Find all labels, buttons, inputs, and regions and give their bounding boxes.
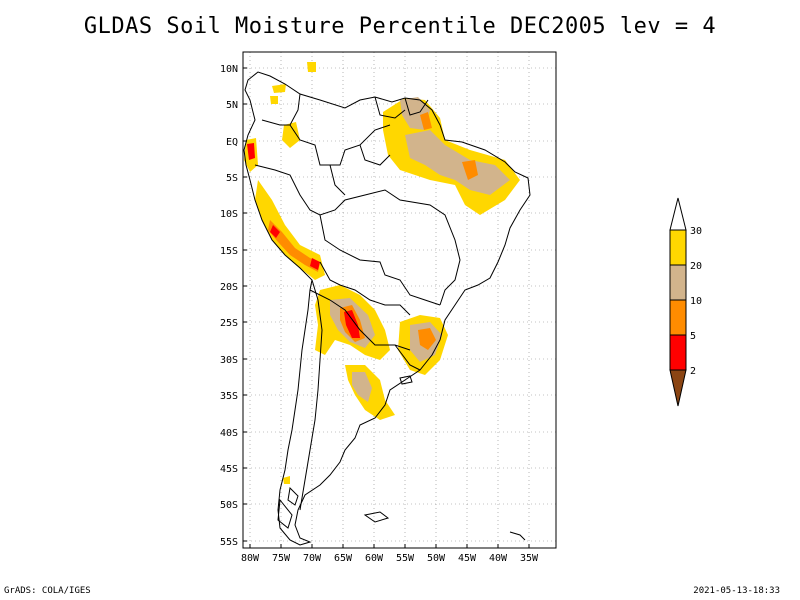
lat-label: 30S	[220, 355, 238, 366]
lat-label: 45S	[220, 464, 238, 475]
percentile-shading	[244, 62, 520, 484]
lat-label: 20S	[220, 282, 238, 293]
legend-arrow-top	[669, 197, 687, 231]
lon-label: 75W	[272, 553, 291, 564]
lon-label: 80W	[241, 553, 260, 564]
legend-label: 2	[690, 366, 696, 377]
lon-label: 45W	[458, 553, 477, 564]
legend-swatch-5-10	[669, 299, 687, 336]
map-title: GLDAS Soil Moisture Percentile DEC2005 l…	[83, 14, 717, 39]
legend-label: 10	[690, 296, 702, 307]
lon-label: 55W	[396, 553, 415, 564]
legend-arrow-bottom	[669, 369, 687, 407]
legend-label: 30	[690, 226, 702, 237]
legend-label: 5	[690, 331, 696, 342]
lat-label: 25S	[220, 318, 238, 329]
legend-swatch-2-5	[669, 334, 687, 371]
lat-label: 10N	[220, 64, 238, 75]
lat-label: 40S	[220, 428, 238, 439]
lon-label: 70W	[303, 553, 322, 564]
latitude-axis: 10N 5N EQ 5S 10S 15S 20S 25S 30S 35S 40S…	[220, 64, 247, 548]
lat-label: 5N	[226, 100, 238, 111]
footer-timestamp: 2021-05-13-18:33	[693, 586, 780, 596]
coastlines	[243, 71, 531, 546]
color-legend: 30 20 10 5 2	[669, 197, 702, 407]
lat-label: 55S	[220, 537, 238, 548]
lat-label: 10S	[220, 209, 238, 220]
lat-label: 15S	[220, 246, 238, 257]
legend-swatch-10-20	[669, 264, 687, 301]
legend-swatch-20-30	[669, 229, 687, 266]
footer-credit: GrADS: COLA/IGES	[4, 586, 91, 596]
longitude-axis: 80W 75W 70W 65W 60W 55W 50W 45W 40W 35W	[241, 544, 539, 564]
lon-label: 35W	[520, 553, 539, 564]
lon-label: 40W	[489, 553, 508, 564]
lat-label: 5S	[226, 173, 238, 184]
lon-label: 50W	[427, 553, 446, 564]
map-frame	[242, 51, 557, 549]
lon-label: 65W	[334, 553, 353, 564]
lon-label: 60W	[365, 553, 384, 564]
lat-label: 50S	[220, 500, 238, 511]
lat-label: 35S	[220, 391, 238, 402]
lat-label: EQ	[226, 137, 238, 148]
legend-label: 20	[690, 261, 702, 272]
